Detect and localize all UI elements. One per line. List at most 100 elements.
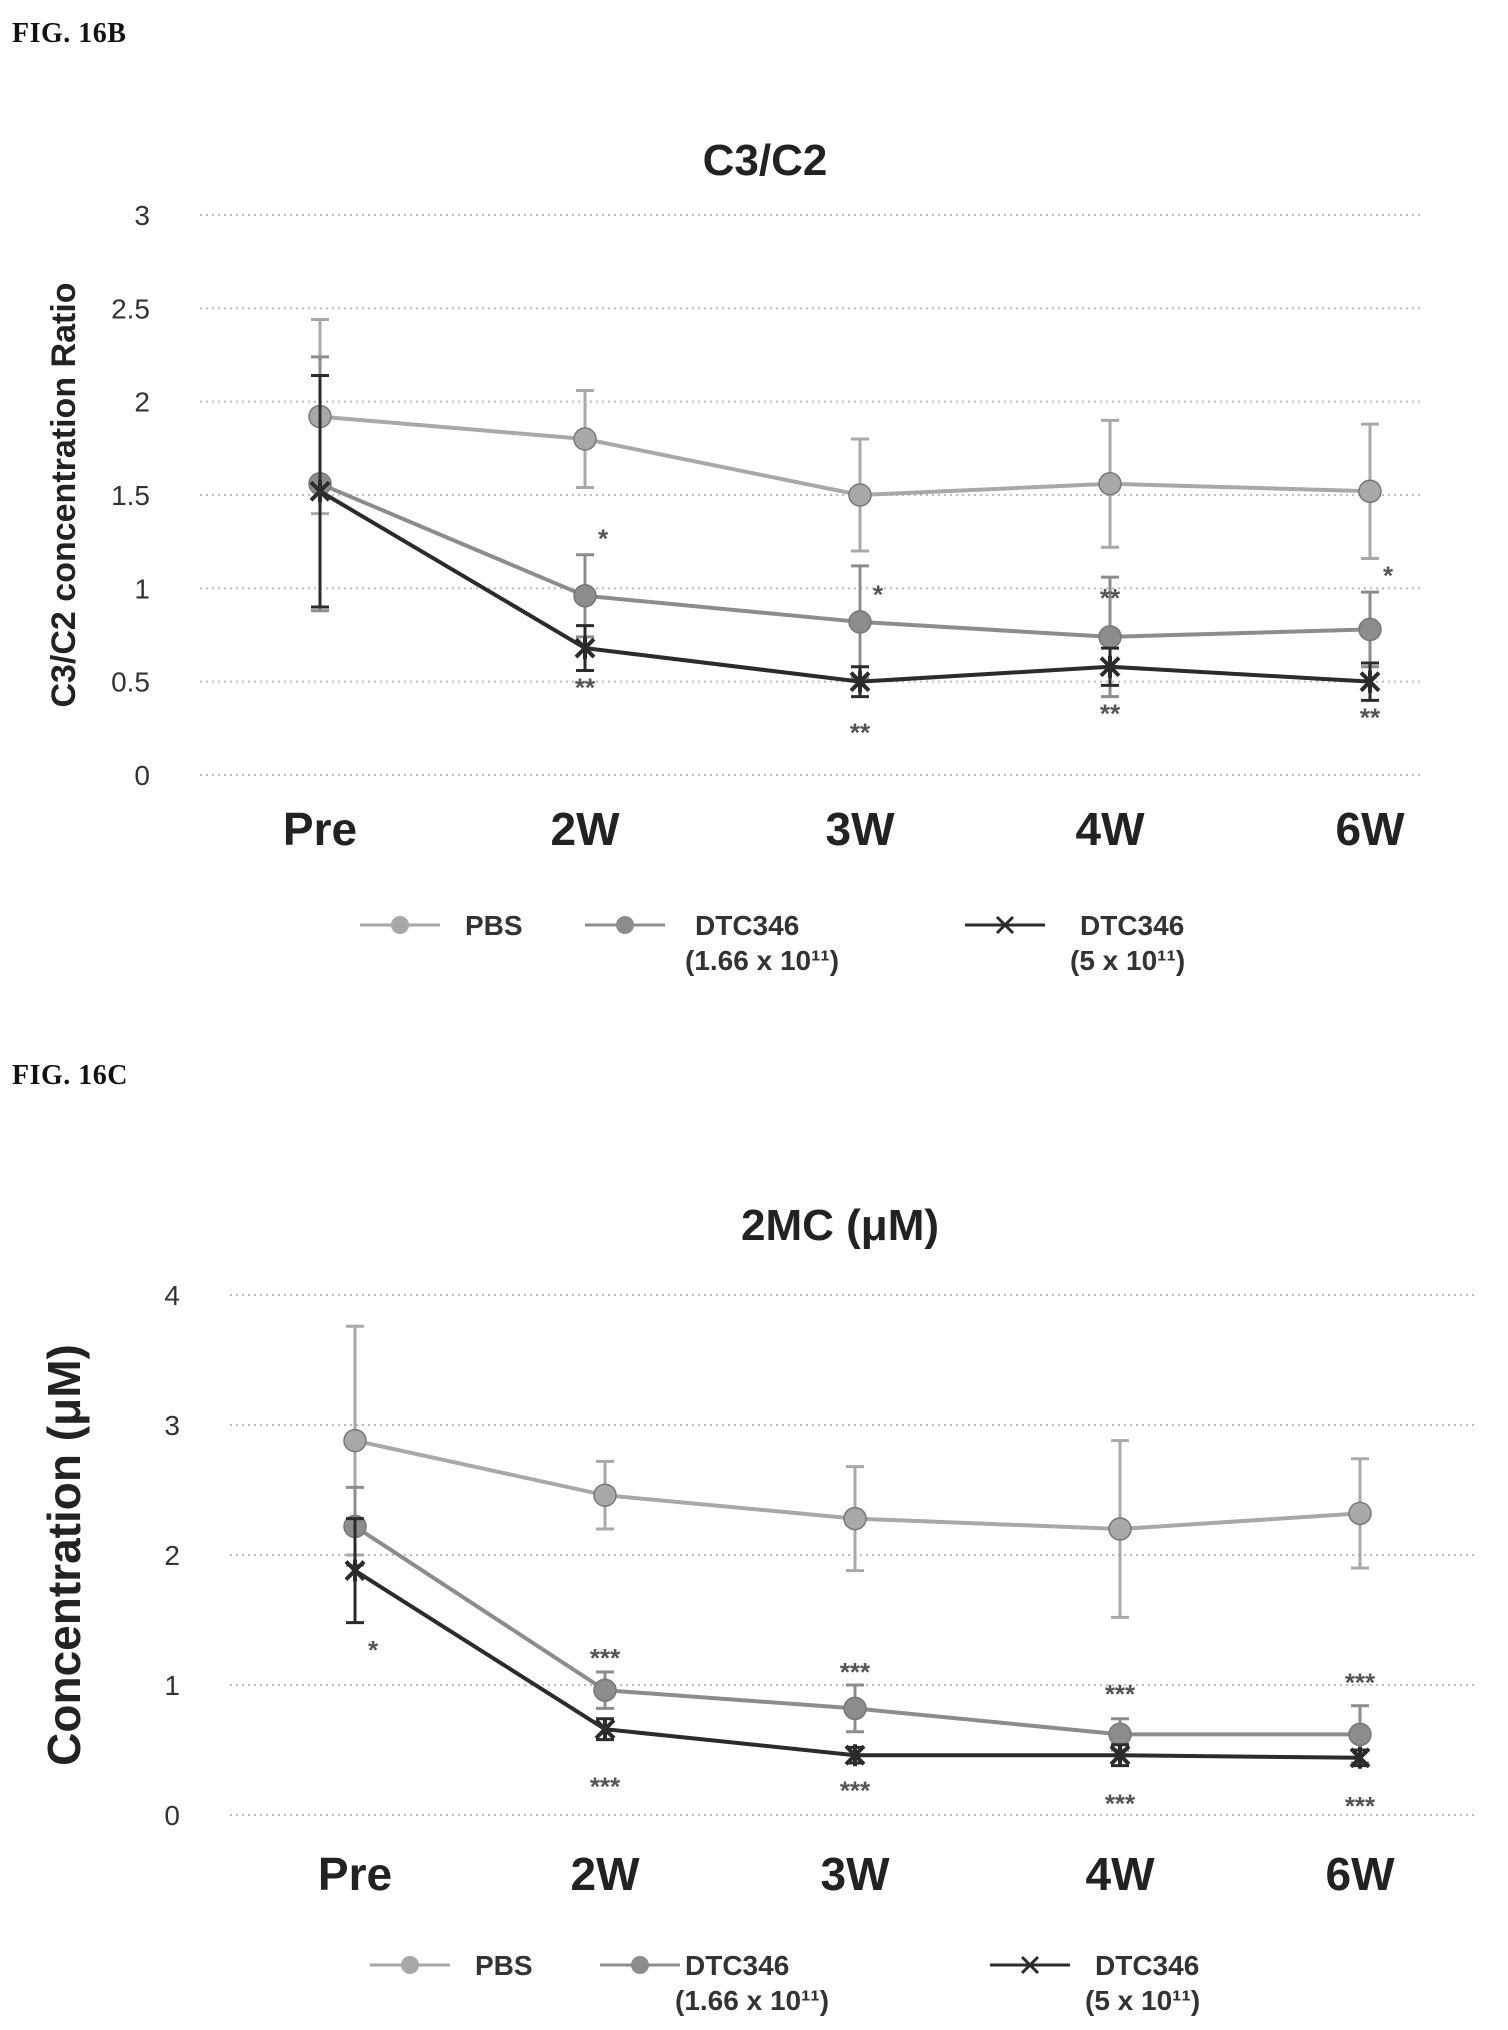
y-tick-label: 2	[134, 387, 150, 418]
x-tick-label: 3W	[826, 803, 896, 855]
x-tick-label: 6W	[1336, 803, 1406, 855]
series-2	[344, 1517, 1371, 1769]
legend-marker	[1020, 1955, 1040, 1975]
data-point	[1359, 670, 1381, 693]
legend-label: DTC346	[685, 1950, 789, 1981]
series-line	[318, 489, 1371, 684]
data-point	[593, 1678, 617, 1702]
legend-label: DTC346	[1080, 910, 1184, 941]
chart-title: C3/C2	[703, 136, 828, 185]
legend-marker	[401, 1956, 419, 1974]
data-point	[848, 483, 872, 507]
y-tick-label: 0	[134, 760, 150, 791]
y-tick-label: 2.5	[111, 293, 150, 324]
x-tick-label: Pre	[318, 1848, 392, 1900]
legend-marker	[995, 915, 1015, 935]
series-1	[343, 1485, 1372, 1765]
data-point	[573, 427, 597, 451]
data-point	[1348, 1722, 1372, 1747]
legend-marker	[616, 916, 634, 934]
y-axis-label: C3/C2 concentration Ratio	[45, 282, 83, 707]
significance-mark: ***	[1105, 1679, 1136, 1709]
data-point	[843, 1696, 867, 1721]
data-point	[1358, 479, 1382, 504]
data-point	[344, 1559, 366, 1582]
data-point	[1108, 1722, 1132, 1747]
x-tick-label: Pre	[283, 803, 357, 855]
series-0	[343, 1324, 1372, 1619]
x-tick-label: 4W	[1086, 1848, 1156, 1900]
data-point	[1108, 1517, 1132, 1541]
chart-16c: 2MC (μM) Concentration (μM) 0 1 2 3 4 Pre 2W 3W 4W…	[38, 1201, 1475, 2016]
series-line	[319, 481, 1371, 639]
data-point	[1348, 1501, 1372, 1526]
significance-mark: ***	[590, 1772, 621, 1802]
legend-label-dose: (5 x 10¹¹)	[1070, 945, 1185, 976]
data-point	[843, 1506, 867, 1531]
series-0	[308, 318, 1382, 560]
data-point	[593, 1483, 617, 1507]
y-tick-label: 0.5	[111, 667, 150, 698]
x-tick-label: 2W	[551, 803, 621, 855]
legend-label: DTC346	[695, 910, 799, 941]
significance-mark: ***	[1345, 1668, 1376, 1698]
figure-16b-label: FIG. 16B	[12, 18, 127, 49]
data-point	[844, 1744, 866, 1767]
y-axis-label: Concentration (μM)	[38, 1344, 90, 1766]
data-point	[1349, 1746, 1371, 1769]
significance-mark: *	[598, 523, 609, 553]
y-tick-label: 0	[164, 1800, 180, 1831]
data-point	[574, 637, 596, 660]
significance-mark: ***	[590, 1643, 621, 1673]
series-line	[319, 414, 1371, 498]
data-point	[1098, 472, 1122, 496]
legend-label: DTC346	[1095, 1950, 1199, 1981]
significance-mark: *	[1383, 561, 1394, 591]
legend-label-dose: (1.66 x 10¹¹)	[685, 945, 839, 976]
y-tick-label: 3	[164, 1410, 180, 1441]
significance-mark: *	[368, 1635, 379, 1665]
significance-mark: ***	[1105, 1788, 1136, 1818]
significance-mark: ***	[1345, 1791, 1376, 1821]
legend-entry: DTC346 (1.66 x 10¹¹)	[600, 1950, 829, 2016]
significance-mark: **	[575, 673, 596, 703]
y-tick-label: 1	[134, 573, 150, 604]
legend-label: PBS	[465, 910, 523, 941]
data-point	[1109, 1744, 1131, 1767]
significance-mark: **	[850, 717, 871, 747]
significance-mark: ***	[840, 1775, 871, 1805]
significance-mark: ***	[840, 1657, 871, 1687]
y-tick-label: 1.5	[111, 480, 150, 511]
data-point	[1098, 625, 1122, 649]
legend-entry: DTC346 (1.66 x 10¹¹)	[585, 910, 839, 976]
x-tick-label: 4W	[1076, 803, 1146, 855]
x-tick-label: 3W	[821, 1848, 891, 1900]
legend-entry: DTC346 (5 x 10¹¹)	[990, 1950, 1200, 2016]
chart-title: 2MC (μM)	[741, 1201, 939, 1250]
y-tick-label: 3	[134, 200, 150, 231]
chart-16b: C3/C2 C3/C2 concentration Ratio 0 0.5 1 1.5 2 2…	[45, 136, 1420, 976]
data-point	[848, 610, 872, 634]
legend-marker	[631, 1956, 649, 1974]
data-point	[573, 584, 597, 608]
significance-mark: **	[1100, 583, 1121, 613]
x-tick-label: 2W	[571, 1848, 641, 1900]
data-point	[343, 1428, 367, 1453]
significance-mark: **	[1360, 702, 1381, 732]
data-point	[1358, 617, 1382, 642]
data-point	[849, 670, 871, 693]
y-tick-label: 2	[164, 1540, 180, 1571]
y-tick-label: 4	[164, 1280, 180, 1311]
data-point	[1099, 655, 1121, 678]
series-2	[309, 374, 1381, 702]
data-point	[309, 480, 331, 503]
legend-entry: DTC346 (5 x 10¹¹)	[965, 910, 1185, 976]
legend-label-dose: (5 x 10¹¹)	[1085, 1985, 1200, 2016]
significance-mark: **	[1100, 699, 1121, 729]
legend-label-dose: (1.66 x 10¹¹)	[675, 1985, 829, 2016]
legend-entry: PBS	[360, 910, 523, 941]
y-tick-label: 1	[164, 1670, 180, 1701]
series-1	[308, 355, 1382, 699]
significance-mark: *	[873, 579, 884, 609]
x-tick-label: 6W	[1326, 1848, 1396, 1900]
